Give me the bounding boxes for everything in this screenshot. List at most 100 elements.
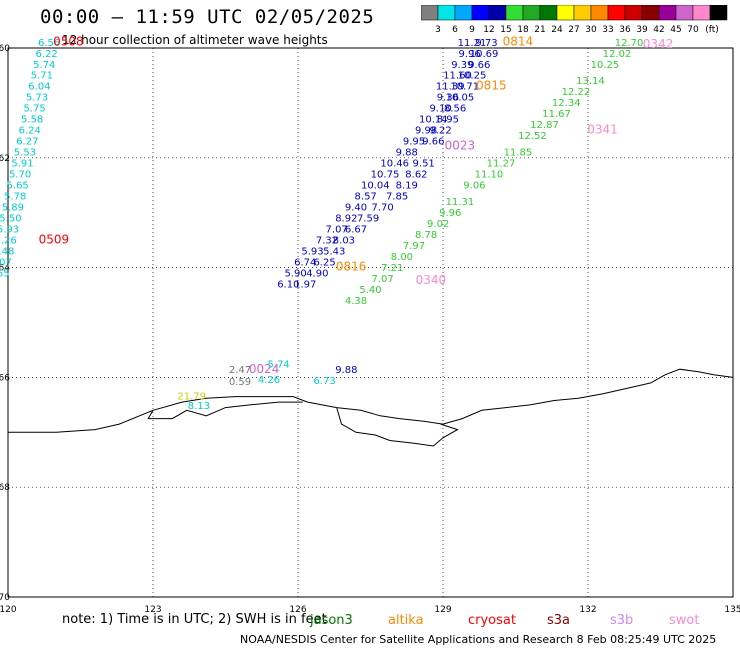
swh-value-label: 11.85 <box>504 148 533 159</box>
swh-value-label: 10.75 <box>371 170 400 181</box>
swh-value-label: 13.14 <box>576 76 605 87</box>
swh-value-label: 5.71 <box>31 71 53 82</box>
credit-line: NOAA/NESDIS Center for Satellite Applica… <box>240 633 717 646</box>
coastline <box>8 368 734 433</box>
swh-value-label: 5.74 <box>268 360 290 371</box>
x-tick-label: 120 <box>0 605 17 615</box>
colorbar-legend: 3 6 9 12 15 18 21 24 27 30 33 36 39 42 45 70 (ft) <box>421 5 728 35</box>
swh-value-label: 9.51 <box>413 159 435 170</box>
y-tick-label: -70 <box>0 593 10 603</box>
swh-value-label: 5.78 <box>4 192 26 203</box>
swh-value-label: 6.10 <box>277 279 299 290</box>
footnote: note: 1) Time is in UTC; 2) SWH is in fe… <box>62 612 327 627</box>
swh-value-label: 5.91 <box>11 159 33 170</box>
page-title: 00:00 – 11:59 UTC 02/05/2025 <box>40 6 375 28</box>
swh-value-label: 11.67 <box>542 109 571 120</box>
swh-value-label: 5.50 <box>0 213 22 224</box>
pass-time-label: 0815 <box>476 79 507 93</box>
swh-value-label: 8.92 <box>335 213 357 224</box>
coastline <box>147 401 303 420</box>
swh-value-label: 10.25 <box>458 71 487 82</box>
colorbar-tick-label: 6 <box>452 25 458 35</box>
pass-time-label: 0509 <box>39 232 70 246</box>
pass-time-label: 0024 <box>249 362 280 376</box>
swh-value-label: 5.07 <box>0 257 12 268</box>
swh-value-label: 5.93 <box>301 246 323 257</box>
page-subtitle: 12 hour collection of altimeter wave hei… <box>62 33 328 47</box>
swh-value-label: 8.13 <box>188 401 210 412</box>
swh-value-label: 7.59 <box>357 213 379 224</box>
colorbar-tick-label: 39 <box>636 25 648 35</box>
swh-value-label: 6.27 <box>16 137 38 148</box>
pass-time-label: 0814 <box>503 34 534 48</box>
colorbar-tick-label: 9 <box>469 25 475 35</box>
swh-value-label: 10.04 <box>361 181 390 192</box>
swh-value-label: 10.14 <box>419 115 448 126</box>
swh-value-label: 11.27 <box>487 159 516 170</box>
satellite-legend-item: altika <box>388 613 424 628</box>
satellite-legend-item: s3a <box>547 613 571 628</box>
swh-value-label: 9.22 <box>429 126 451 137</box>
colorbar-tick-label: 42 <box>653 25 664 35</box>
colorbar-tick-label: 18 <box>517 25 529 35</box>
swh-value-label: 12.70 <box>615 38 644 49</box>
swh-value-label: 9.39 <box>451 60 473 71</box>
swh-value-label: 4.26 <box>258 375 280 386</box>
x-tick-label: 129 <box>434 605 451 615</box>
swh-value-label: 9.88 <box>396 148 418 159</box>
swh-value-label: 9.96 <box>439 208 461 219</box>
y-tick-label: -68 <box>0 483 10 493</box>
x-tick-label: 126 <box>289 605 306 615</box>
swh-value-label: 5.65 <box>0 268 9 279</box>
swh-value-label: 9.95 <box>403 137 425 148</box>
swh-value-label: 6.56 <box>38 38 60 49</box>
swh-value-label: 9.40 <box>345 203 367 214</box>
swh-value-label: 6.73 <box>313 376 335 387</box>
swh-value-label: 12.52 <box>518 131 547 142</box>
swh-value-label: 7.70 <box>371 203 393 214</box>
pass-time-label: 0340 <box>416 273 447 287</box>
swh-value-label: 6.24 <box>19 126 41 137</box>
swh-value-label: 10.05 <box>446 93 475 104</box>
swh-value-label: 7.32 <box>316 235 338 246</box>
swh-value-label: 11.10 <box>475 170 504 181</box>
colorbar-tick-label: 3 <box>435 25 441 35</box>
swh-value-label: 5.75 <box>23 104 45 115</box>
swh-value-label: 8.56 <box>444 104 466 115</box>
swh-value-label: 8.19 <box>396 181 418 192</box>
swh-value-label: 7.21 <box>381 263 403 274</box>
satellite-legend-item: cryosat <box>468 613 516 628</box>
swh-value-label: 7.07 <box>326 224 348 235</box>
colorbar-tick-label: 27 <box>568 25 579 35</box>
pass-time-label: 0023 <box>445 139 476 153</box>
swh-value-label: 5.48 <box>0 246 14 257</box>
swh-value-label: 5.65 <box>7 181 29 192</box>
swh-value-label: 5.40 <box>359 285 381 296</box>
swh-value-label: 10.25 <box>591 60 620 71</box>
swh-value-label: 12.34 <box>552 98 581 109</box>
swh-value-label: 6.25 <box>313 257 335 268</box>
swh-value-label: 10.46 <box>380 159 409 170</box>
swh-value-label: 9.02 <box>427 219 449 230</box>
colorbar-tick-label: 70 <box>687 25 699 35</box>
swh-value-label: 10.71 <box>450 82 479 93</box>
swh-value-label: 8.62 <box>405 170 427 181</box>
swh-value-label: 8.95 <box>437 115 459 126</box>
swh-value-label: 8.78 <box>415 230 437 241</box>
swh-value-label: 5.53 <box>14 148 36 159</box>
pass-time-label: 0342 <box>643 37 674 51</box>
swh-value-label: 8.57 <box>355 192 377 203</box>
swh-value-label: 11.31 <box>446 197 475 208</box>
swh-value-label: 5.90 <box>284 268 306 279</box>
swh-value-label: 5.70 <box>9 170 31 181</box>
y-tick-label: -66 <box>0 373 10 383</box>
pass-time-label: 0816 <box>336 259 367 273</box>
swh-value-label: 9.98 <box>415 126 437 137</box>
x-tick-label: 123 <box>144 605 161 615</box>
swh-value-label: 8.03 <box>333 235 355 246</box>
swh-value-label: 5.58 <box>21 115 43 126</box>
plot-frame <box>7 47 734 598</box>
colorbar-tick-label: (ft) <box>705 25 719 35</box>
colorbar-tick-label: 21 <box>534 25 545 35</box>
